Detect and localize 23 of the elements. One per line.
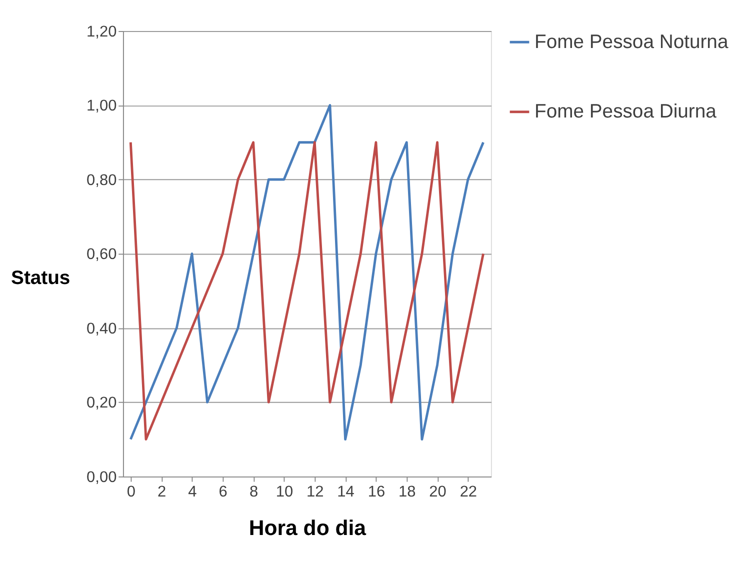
x-tick-label: 2 [157,483,166,500]
y-tick-label: 0,00 [86,468,117,486]
y-tick-label: 1,00 [86,98,117,115]
x-tick-label: 0 [126,483,136,500]
y-tick-label: 0,40 [86,320,117,338]
x-tick-label: 4 [188,483,198,500]
x-tick-label: 10 [276,483,294,500]
x-tick-label: 14 [337,483,355,500]
x-tick-label: 8 [249,483,258,500]
x-tick-label: 20 [429,483,446,500]
y-tick-label: 1,20 [86,23,117,40]
x-tick-label: 6 [218,483,228,500]
y-tick-label: 0,60 [86,246,117,264]
x-tick-label: 16 [368,483,386,500]
x-tick-label: 22 [460,483,478,500]
legend-label: Fome Pessoa Noturna [534,30,728,53]
y-tick-label: 0,80 [86,172,117,189]
y-axis-title: Status [11,267,70,290]
x-tick-label: 12 [306,483,324,500]
y-tick-label: 0,20 [86,394,117,412]
x-tick-label: 18 [398,483,416,500]
x-axis-title: Hora do dia [248,516,366,540]
legend-label: Fome Pessoa Diurna [534,100,717,123]
